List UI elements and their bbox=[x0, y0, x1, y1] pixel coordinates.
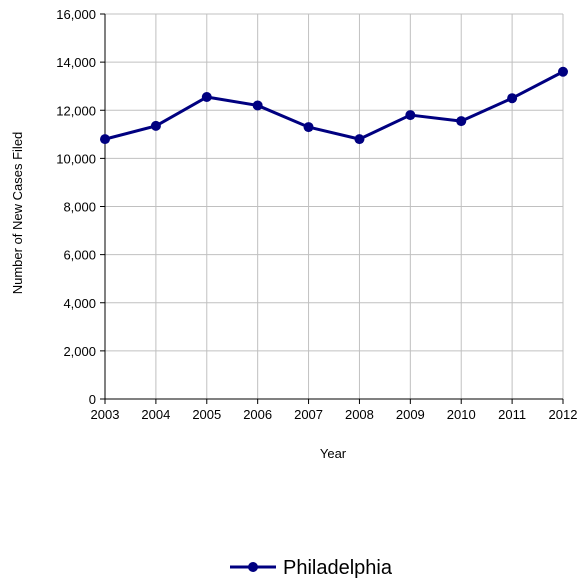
legend-marker bbox=[248, 562, 258, 572]
y-tick-label: 16,000 bbox=[56, 7, 96, 22]
x-tick-label: 2012 bbox=[549, 407, 578, 422]
data-point bbox=[405, 110, 416, 121]
grid bbox=[105, 13, 564, 399]
axes bbox=[100, 13, 564, 404]
y-tick-labels: 0 2,000 4,000 6,000 8,000 10,000 12,000 14,000 1… bbox=[56, 7, 96, 407]
x-tick-label: 2006 bbox=[243, 407, 272, 422]
x-tick-label: 2005 bbox=[192, 407, 221, 422]
data-point bbox=[100, 134, 110, 145]
data-point bbox=[150, 120, 161, 131]
y-tick-label: 6,000 bbox=[63, 248, 96, 263]
x-tick-label: 2004 bbox=[141, 407, 170, 422]
x-tick-label: 2010 bbox=[447, 407, 476, 422]
y-tick-label: 4,000 bbox=[63, 296, 96, 311]
data-point bbox=[354, 134, 365, 145]
data-point bbox=[303, 122, 314, 133]
y-axis-label: Number of New Cases Filed bbox=[10, 132, 25, 295]
x-tick-label: 2009 bbox=[396, 407, 425, 422]
x-axis-label: Year bbox=[320, 446, 347, 461]
y-tick-label: 14,000 bbox=[56, 55, 96, 70]
y-tick-label: 10,000 bbox=[56, 151, 96, 166]
legend: Philadelphia bbox=[230, 557, 393, 579]
data-point bbox=[558, 66, 568, 77]
x-tick-label: 2011 bbox=[498, 407, 526, 422]
series-line bbox=[104, 70, 564, 141]
series-group bbox=[100, 66, 568, 145]
data-point bbox=[507, 93, 518, 104]
data-point bbox=[252, 100, 263, 111]
data-point bbox=[456, 116, 467, 127]
x-tick-label: 2008 bbox=[345, 407, 374, 422]
x-tick-label: 2007 bbox=[294, 407, 323, 422]
y-tick-label: 12,000 bbox=[56, 103, 96, 118]
legend-label: Philadelphia bbox=[283, 557, 393, 579]
x-tick-label: 2003 bbox=[91, 407, 120, 422]
x-tick-labels: 2003 2004 2005 2006 2007 2008 2009 2010 2011 2012 bbox=[91, 407, 578, 422]
y-tick-label: 8,000 bbox=[63, 200, 96, 215]
data-point bbox=[201, 92, 212, 103]
y-tick-label: 0 bbox=[89, 392, 96, 407]
y-tick-label: 2,000 bbox=[63, 344, 96, 359]
